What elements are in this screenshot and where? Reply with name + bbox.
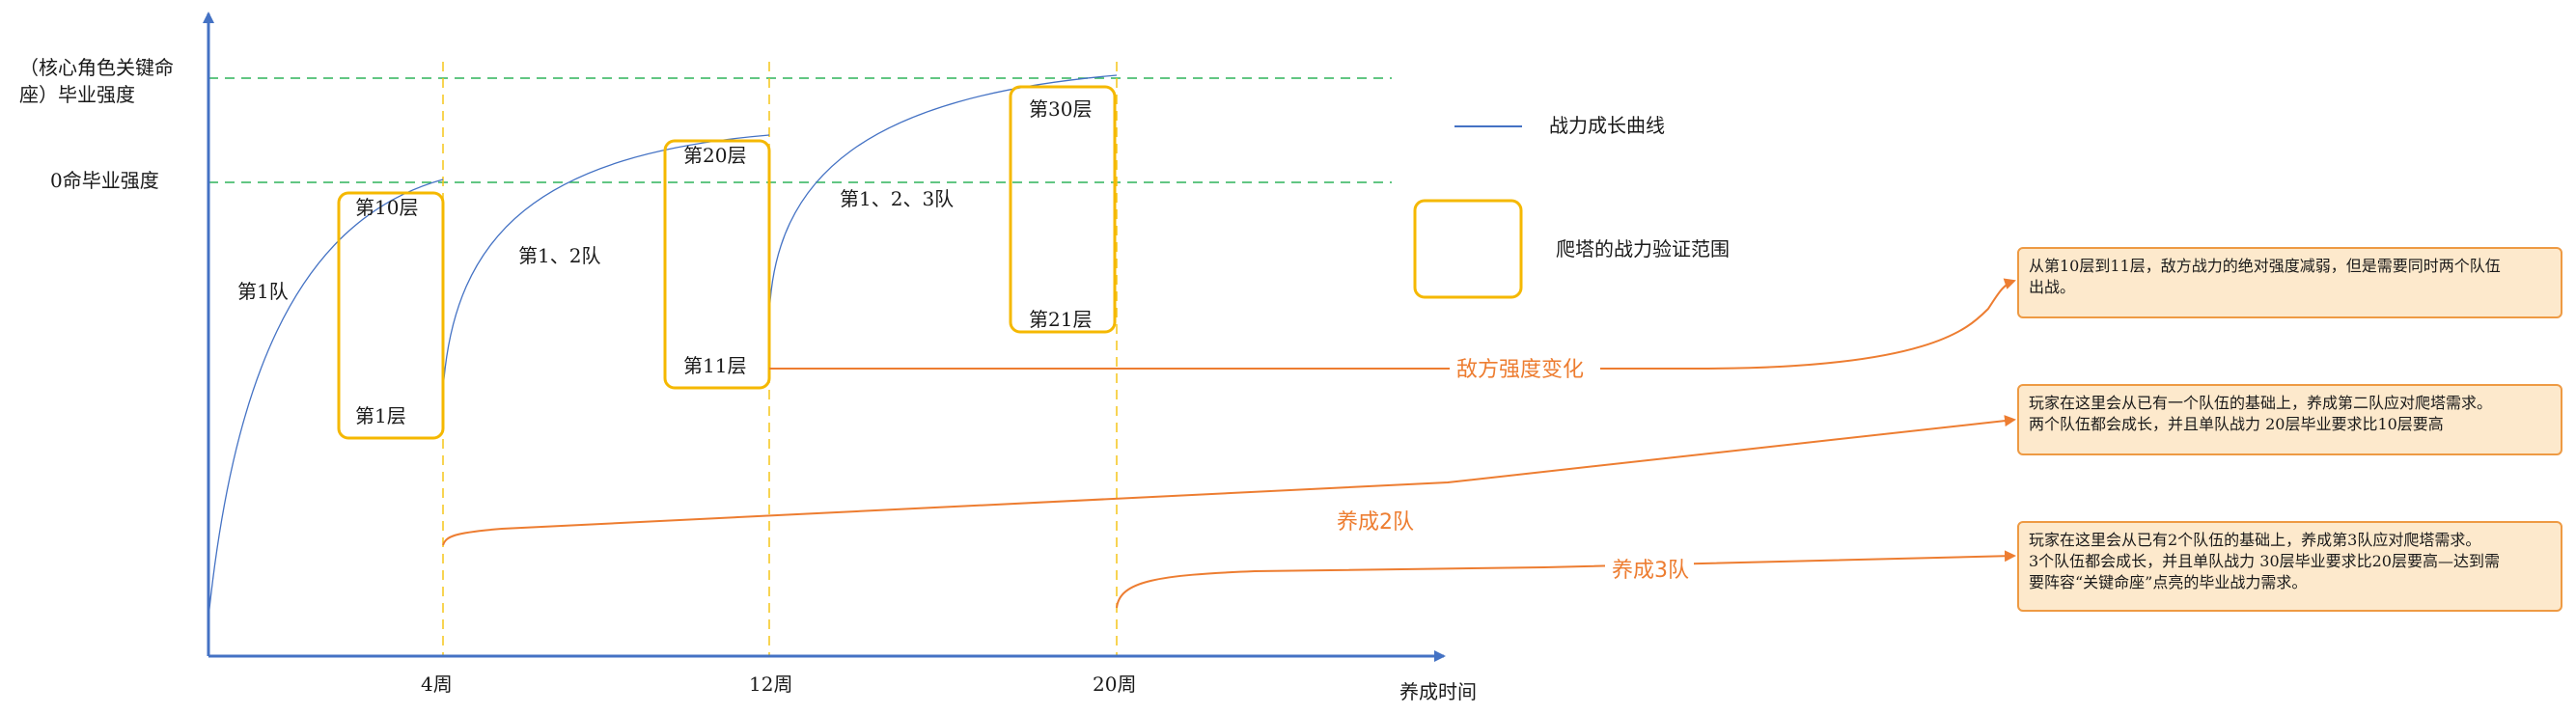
- x-tick-week4: 4周: [421, 673, 453, 696]
- note1-line1: 从第10层到11层，敌方战力的绝对强度减弱，但是需要同时两个队伍: [2029, 257, 2501, 275]
- note1-line2: 出战。: [2029, 278, 2076, 296]
- x-tick-week12: 12周: [749, 673, 792, 696]
- team2-arrow: [442, 415, 2016, 546]
- tower-range-box-2: [663, 139, 771, 390]
- note2-line2: 两个队伍都会成长，并且单队战力 20层毕业要求比10层要高: [2029, 415, 2444, 433]
- tower1-top-label: 第10层: [355, 196, 418, 219]
- note-team3: 玩家在这里会从已有2个队伍的基础上，养成第3队应对爬塔需求。 3个队伍都会成长，…: [2017, 521, 2562, 612]
- x-axis-title: 养成时间: [1399, 680, 1477, 703]
- team1-curve-label: 第1队: [237, 280, 289, 303]
- growth-curve-team12: [442, 134, 770, 392]
- key-strength-label-line1: （核心角色关键命: [19, 56, 174, 79]
- note3-line3: 要阵容“关键命座”点亮的毕业战力需求。: [2029, 573, 2308, 591]
- legend-box-label: 爬塔的战力验证范围: [1556, 237, 1730, 261]
- note3-line2: 3个队伍都会成长，并且单队战力 30层毕业要求比20层要高—达到需: [2029, 552, 2500, 570]
- team3-label: 养成3队: [1612, 559, 1689, 583]
- note-enemy-strength: 从第10层到11层，敌方战力的绝对强度减弱，但是需要同时两个队伍 出战。: [2017, 247, 2562, 318]
- note3-line1: 玩家在这里会从已有2个队伍的基础上，养成第3队应对爬塔需求。: [2029, 531, 2481, 549]
- tower2-bottom-label: 第11层: [683, 354, 746, 377]
- x-tick-week20: 20周: [1093, 673, 1136, 696]
- tower1-bottom-label: 第1层: [355, 404, 406, 427]
- team123-curve-label: 第1、2、3队: [840, 187, 954, 210]
- legend-box-swatch: [1413, 199, 1523, 299]
- team2-label: 养成2队: [1337, 510, 1414, 535]
- team12-curve-label: 第1、2队: [518, 244, 600, 267]
- key-strength-label-line2: 座）毕业强度: [19, 83, 135, 106]
- enemy-strength-arrow: [769, 278, 2016, 370]
- tower-range-box-3: [1009, 85, 1117, 334]
- growth-curve-team1: [208, 178, 444, 618]
- note2-line1: 玩家在这里会从已有一个队伍的基础上，养成第二队应对爬塔需求。: [2029, 394, 2493, 412]
- tower3-top-label: 第30层: [1029, 97, 1092, 121]
- tower3-bottom-label: 第21层: [1029, 308, 1092, 331]
- legend-curve-label: 战力成长曲线: [1549, 114, 1665, 137]
- note-team2: 玩家在这里会从已有一个队伍的基础上，养成第二队应对爬塔需求。 两个队伍都会成长，…: [2017, 384, 2562, 455]
- team3-arrow: [1116, 550, 2016, 609]
- tower2-top-label: 第20层: [683, 144, 746, 167]
- tower-range-box-1: [337, 191, 445, 440]
- enemy-strength-label: 敌方强度变化: [1456, 358, 1584, 382]
- zero-strength-label: 0命毕业强度: [50, 169, 159, 192]
